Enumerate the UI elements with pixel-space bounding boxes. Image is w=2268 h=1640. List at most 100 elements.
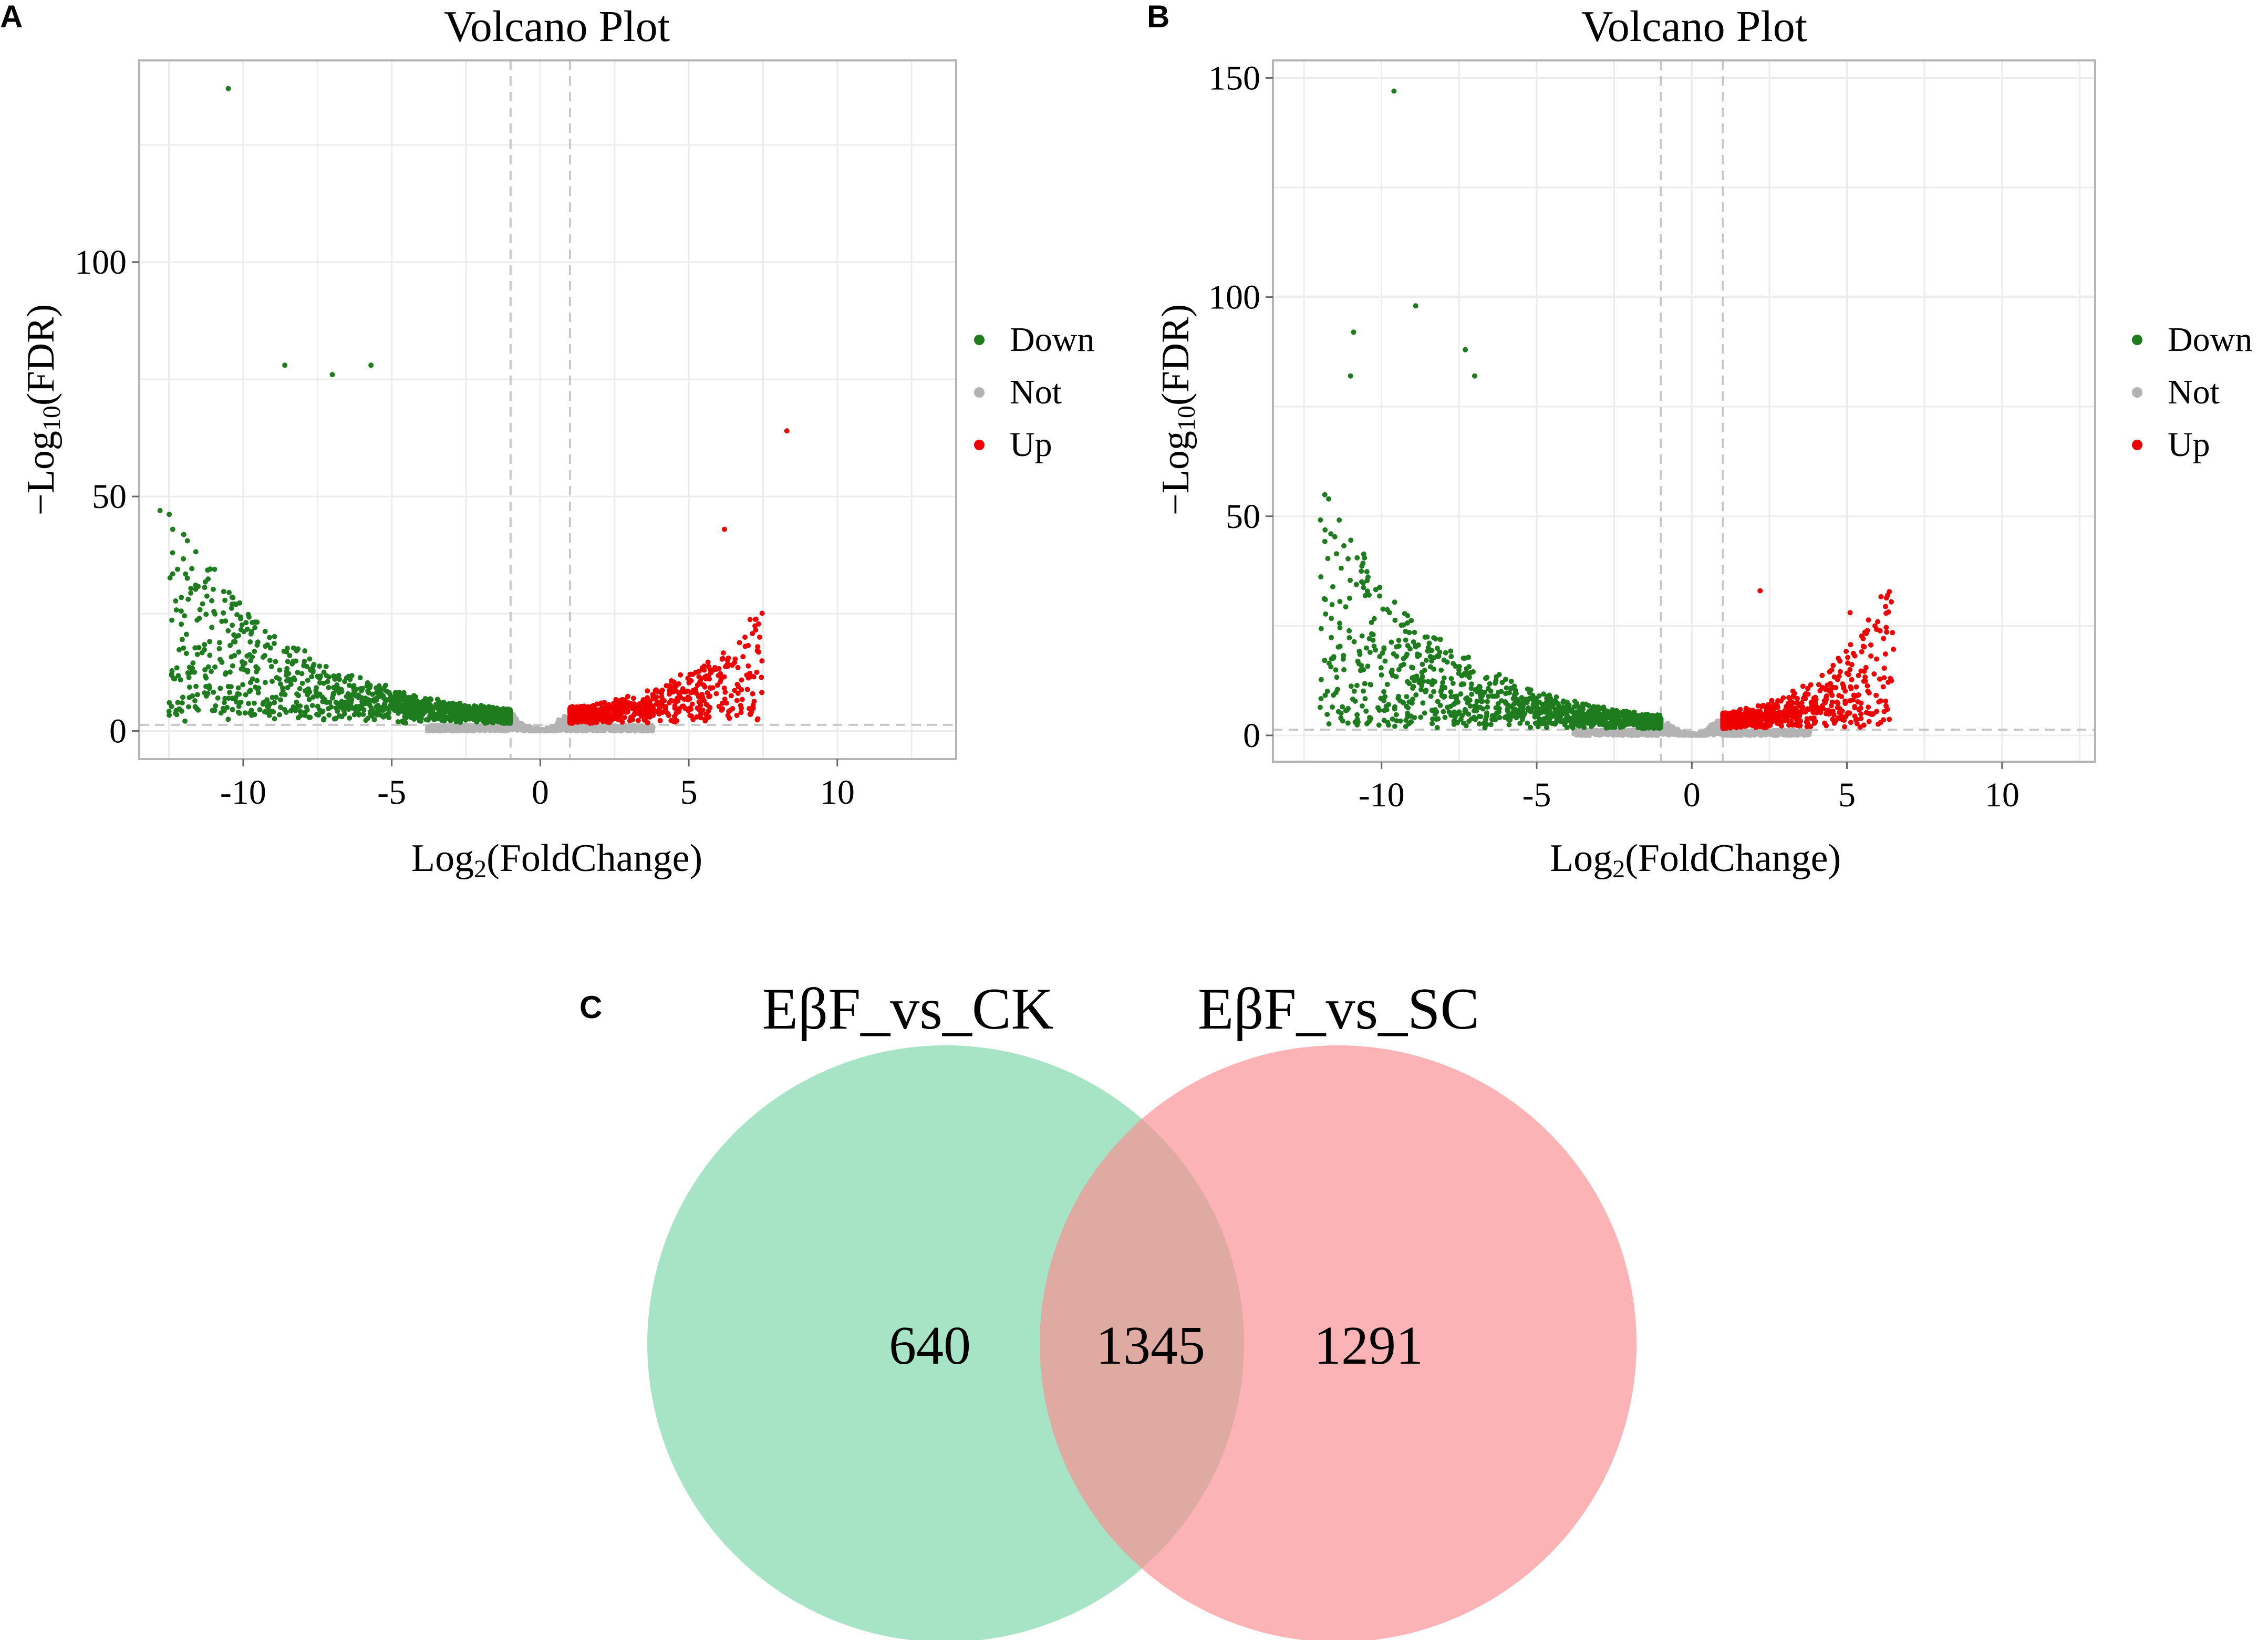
point-down: [1580, 701, 1586, 707]
point-down: [236, 710, 242, 716]
point-not: [1634, 732, 1640, 738]
point-down: [1428, 693, 1434, 699]
point-down: [1364, 645, 1369, 651]
point-down-outlier: [157, 507, 163, 513]
point-down: [250, 676, 255, 682]
point-down: [285, 659, 291, 665]
point-down: [255, 666, 261, 672]
point-down: [1532, 720, 1538, 726]
point-up: [587, 720, 593, 726]
point-down: [458, 713, 463, 719]
point-up: [653, 688, 658, 693]
point-down: [270, 679, 275, 684]
point-down: [1598, 714, 1603, 720]
point-down: [1446, 709, 1452, 715]
point-down: [337, 713, 342, 719]
point-up: [659, 687, 665, 693]
point-not: [649, 726, 655, 732]
point-down: [170, 526, 175, 532]
point-down: [225, 717, 231, 722]
point-down: [245, 611, 251, 617]
point-down: [1474, 699, 1480, 704]
point-down: [313, 688, 319, 693]
point-down: [1456, 710, 1462, 716]
point-down: [1534, 706, 1540, 712]
point-down: [1411, 639, 1416, 645]
point-down: [1376, 722, 1382, 728]
point-down-outlier: [282, 362, 288, 368]
point-down: [189, 566, 195, 572]
y-axis-label-a: −Log10(FDR): [19, 304, 66, 515]
point-down: [1642, 715, 1648, 721]
point-up: [759, 690, 764, 696]
point-down: [1434, 725, 1440, 730]
point-up: [692, 687, 698, 692]
point-up: [707, 685, 713, 691]
point-down: [1329, 656, 1334, 662]
point-down: [252, 619, 258, 625]
point-down: [1340, 718, 1345, 724]
point-down: [218, 686, 223, 691]
point-not: [1794, 729, 1799, 735]
point-up: [678, 672, 683, 678]
point-down: [173, 598, 179, 604]
point-down: [1429, 682, 1435, 688]
point-not: [562, 720, 568, 726]
point-down: [1420, 674, 1425, 680]
point-down: [1479, 699, 1485, 704]
point-not: [1594, 728, 1600, 733]
point-up: [641, 700, 647, 706]
point-down: [193, 549, 199, 555]
point-down: [297, 709, 303, 714]
point-down: [245, 669, 251, 674]
point-down: [371, 717, 377, 722]
point-down: [1448, 653, 1454, 659]
point-down: [261, 700, 266, 705]
point-up: [759, 674, 764, 680]
point-down: [1406, 721, 1412, 726]
point-down: [305, 678, 310, 683]
point-down: [1361, 551, 1366, 557]
point-down: [199, 650, 205, 656]
point-down: [1415, 653, 1421, 659]
point-up: [698, 715, 703, 721]
point-down: [1362, 681, 1368, 687]
point-down: [1591, 712, 1597, 718]
threshold-lines-a: [139, 60, 956, 759]
point-down: [1574, 701, 1580, 707]
point-not: [612, 726, 618, 732]
point-not: [1743, 731, 1749, 736]
point-down: [1508, 679, 1514, 684]
point-down: [169, 668, 175, 673]
point-down: [1569, 709, 1575, 714]
point-down: [1412, 715, 1417, 721]
point-down: [1450, 680, 1456, 686]
point-down: [1363, 708, 1369, 714]
point-down-outlier: [225, 86, 231, 91]
point-down: [1411, 684, 1416, 689]
point-down: [1407, 646, 1413, 652]
point-down: [1617, 720, 1622, 726]
point-up: [671, 719, 677, 724]
point-down: [284, 666, 290, 671]
point-down: [1416, 680, 1422, 686]
point-down: [360, 712, 366, 717]
point-down: [188, 586, 194, 591]
point-down: [1370, 637, 1376, 643]
point-up: [666, 712, 671, 718]
point-down: [235, 685, 241, 691]
point-down: [1542, 705, 1548, 711]
point-down: [1464, 695, 1470, 701]
point-down: [1340, 656, 1346, 662]
point-down: [252, 712, 257, 718]
point-down: [443, 702, 449, 707]
point-down: [209, 598, 214, 604]
point-not: [433, 728, 439, 733]
point-down: [1488, 688, 1494, 694]
point-up: [689, 701, 695, 707]
point-not: [1706, 725, 1712, 731]
point-down: [1359, 563, 1365, 569]
point-down: [295, 715, 301, 721]
point-down: [1317, 704, 1323, 710]
